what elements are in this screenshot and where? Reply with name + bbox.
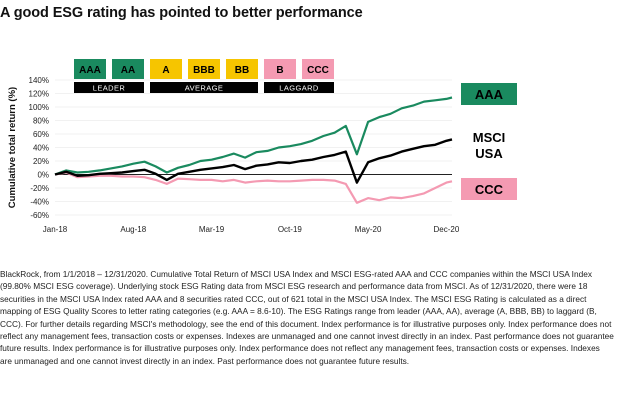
rating-group-label-laggard: LAGGARD bbox=[279, 84, 319, 93]
y-tick-label: -40% bbox=[30, 198, 49, 207]
rating-label-a: A bbox=[162, 65, 169, 76]
rating-label-bb: BB bbox=[235, 65, 249, 76]
y-axis-label: Cumulative total return (%) bbox=[7, 87, 18, 208]
y-tick-label: 40% bbox=[33, 144, 49, 153]
rating-group-label-average: AVERAGE bbox=[185, 84, 224, 93]
y-tick-label: 80% bbox=[33, 117, 49, 126]
y-tick-label: 140% bbox=[29, 76, 49, 85]
x-tick-label: Aug-18 bbox=[120, 225, 146, 234]
rating-box-aaa bbox=[74, 59, 106, 79]
rating-box-bb bbox=[226, 59, 258, 79]
y-tick-label: -60% bbox=[30, 211, 49, 220]
series-line-ccc bbox=[54, 171, 453, 204]
rating-box-bbb bbox=[188, 59, 220, 79]
series-line-aaa bbox=[54, 96, 453, 176]
rating-group-bar-laggard bbox=[264, 82, 334, 93]
footnote-disclaimer: Index performance is for illustrative pu… bbox=[0, 318, 614, 366]
rating-label-aaa: AAA bbox=[79, 65, 101, 76]
x-tick-label: Oct-19 bbox=[278, 225, 303, 234]
gridlines bbox=[55, 79, 452, 216]
series-label-box-ccc bbox=[461, 178, 517, 200]
y-tick-label: 60% bbox=[33, 130, 49, 139]
series-label-msci-usa: MSCI bbox=[473, 130, 506, 145]
footnote: BlackRock, from 1/1/2018 – 12/31/2020. C… bbox=[0, 268, 614, 367]
rating-label-aa: AA bbox=[121, 65, 135, 76]
series-label-msci-usa: USA bbox=[475, 146, 503, 161]
x-tick-label: May-20 bbox=[355, 225, 382, 234]
x-tick-label: Jan-18 bbox=[43, 225, 68, 234]
y-tick-label: 0% bbox=[37, 171, 49, 180]
rating-group-bar-leader bbox=[74, 82, 144, 93]
y-tick-label: 20% bbox=[33, 157, 49, 166]
footnote-source: BlackRock, from 1/1/2018 – 12/31/2020. C… bbox=[0, 269, 592, 304]
x-tick-label: Mar-19 bbox=[199, 225, 225, 234]
rating-label-ccc: CCC bbox=[307, 65, 329, 76]
chart-title: A good ESG rating has pointed to better … bbox=[0, 5, 363, 21]
rating-box-a bbox=[150, 59, 182, 79]
rating-label-bbb: BBB bbox=[193, 65, 215, 76]
series-lines bbox=[54, 96, 453, 204]
rating-group-label-leader: LEADER bbox=[93, 84, 126, 93]
rating-label-b: B bbox=[276, 65, 283, 76]
series-line-msci-usa bbox=[54, 138, 453, 184]
series-label-box-aaa bbox=[461, 83, 517, 105]
rating-box-ccc bbox=[302, 59, 334, 79]
y-tick-label: 100% bbox=[29, 103, 49, 112]
rating-box-aa bbox=[112, 59, 144, 79]
series-label-aaa: AAA bbox=[475, 87, 504, 102]
series-label-ccc: CCC bbox=[475, 182, 504, 197]
rating-box-b bbox=[264, 59, 296, 79]
rating-group-bar-average bbox=[150, 82, 258, 93]
axes: 140% 120% 100% 80% 60% 40% 20% 0% -20% -40% -60% Cu… bbox=[7, 76, 460, 234]
y-tick-label: -20% bbox=[30, 184, 49, 193]
footnote-methodology: The MSCI ESG Rating is calculated as a d… bbox=[0, 293, 597, 329]
y-tick-label: 120% bbox=[29, 90, 49, 99]
x-tick-label: Dec-20 bbox=[434, 225, 460, 234]
